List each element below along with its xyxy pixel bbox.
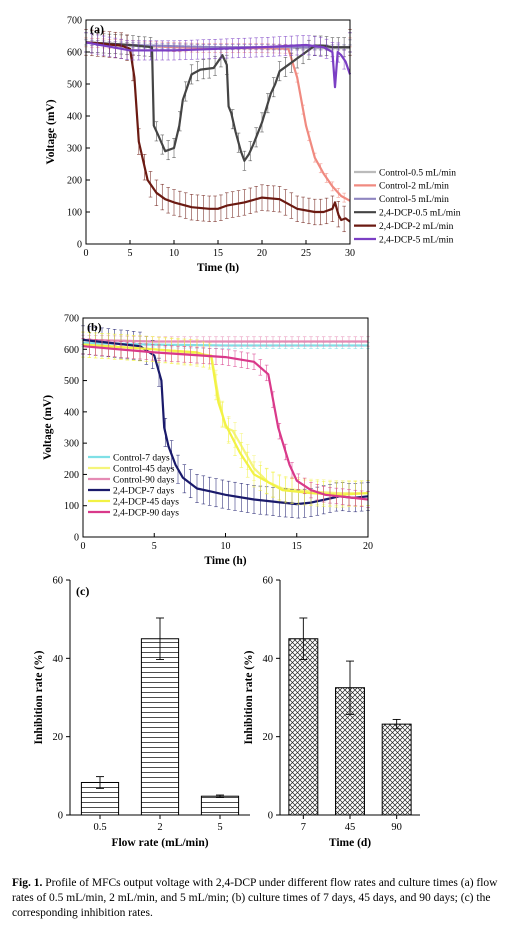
x-axis-label: Flow rate (mL/min) xyxy=(111,837,208,849)
bar-90 xyxy=(381,723,412,816)
y-tick-label: 500 xyxy=(67,80,82,91)
y-tick-label: 0 xyxy=(77,240,82,251)
series-5 xyxy=(84,32,352,89)
y-tick-label: 60 xyxy=(53,576,64,587)
legend-label: Control-2 mL/min xyxy=(379,182,449,192)
y-tick-label: 600 xyxy=(67,48,82,59)
legend-label: 2,4-DCP-2 mL/min xyxy=(379,222,454,232)
series-line xyxy=(82,345,369,501)
y-tick-label: 300 xyxy=(67,144,82,155)
x-tick-label: 5 xyxy=(128,248,133,259)
y-tick-label: 500 xyxy=(64,376,79,387)
panel-label: (b) xyxy=(87,320,102,334)
y-axis-label: Inhibition rate (%) xyxy=(243,650,255,744)
x-tick-label: 7 xyxy=(301,822,306,833)
x-axis-label: Time (h) xyxy=(197,262,239,274)
y-tick-label: 100 xyxy=(64,501,79,512)
y-tick-label: 0 xyxy=(268,811,273,822)
y-tick-label: 100 xyxy=(67,208,82,219)
legend-label: Control-0.5 mL/min xyxy=(379,168,456,178)
series-line xyxy=(82,338,368,343)
y-tick-label: 0 xyxy=(58,811,63,822)
x-tick-label: 15 xyxy=(213,248,223,259)
x-axis-label: Time (h) xyxy=(204,555,246,567)
legend-label: Control-90 days xyxy=(113,475,175,485)
series-3 xyxy=(81,325,370,519)
y-tick-label: 700 xyxy=(67,16,82,27)
bar-2 xyxy=(140,638,180,816)
series-line xyxy=(82,343,369,496)
x-tick-label: 0 xyxy=(84,248,89,259)
legend-label: 2,4-DCP-90 days xyxy=(113,508,179,518)
y-axis-label: Voltage (mV) xyxy=(42,395,54,460)
y-tick-label: 0 xyxy=(74,533,79,544)
legend-label: Control-45 days xyxy=(113,464,175,474)
series-4 xyxy=(84,29,352,233)
y-tick-label: 400 xyxy=(67,112,82,123)
bar-chart-panel-3: 7 45 90 0 20 40 60 Time (d) Inhibition rate (%) xyxy=(243,576,420,849)
x-tick-label: 25 xyxy=(301,248,311,259)
panel-label: (c) xyxy=(76,584,89,598)
x-tick-label: 5 xyxy=(217,822,222,833)
bar-5 xyxy=(200,795,240,816)
caption-text: Profile of MFCs output voltage with 2,4-… xyxy=(12,877,498,919)
y-tick-label: 300 xyxy=(64,439,79,450)
x-tick-label: 0.5 xyxy=(93,822,106,833)
legend-label: 2,4-DCP-5 mL/min xyxy=(379,235,454,245)
x-tick-label: 10 xyxy=(169,248,179,259)
series-line xyxy=(85,41,351,223)
y-tick-label: 20 xyxy=(53,732,64,743)
caption-label: Fig. 1. xyxy=(12,877,43,889)
x-tick-label: 15 xyxy=(292,541,302,552)
legend-label: Control-7 days xyxy=(113,453,170,463)
x-tick-label: 0 xyxy=(81,541,86,552)
x-tick-label: 5 xyxy=(152,541,157,552)
bar-chart-panel-2: 0.5 2 5 0 20 40 60 Flow rate (mL/min) Inhibition… xyxy=(33,576,250,849)
x-tick-label: 45 xyxy=(345,822,356,833)
x-tick-label: 20 xyxy=(363,541,373,552)
x-tick-label: 2 xyxy=(157,822,162,833)
y-tick-label: 200 xyxy=(64,470,79,481)
legend-label: 2,4-DCP-45 days xyxy=(113,497,179,507)
panel-label: (a) xyxy=(90,22,104,36)
y-tick-label: 40 xyxy=(263,654,274,665)
x-tick-label: 90 xyxy=(391,822,402,833)
legend-label: 2,4-DCP-0.5 mL/min xyxy=(379,209,461,219)
y-tick-label: 60 xyxy=(263,576,274,587)
legend-label: Control-5 mL/min xyxy=(379,195,449,205)
x-tick-label: 10 xyxy=(221,541,231,552)
y-tick-label: 700 xyxy=(64,314,79,325)
series-line xyxy=(82,338,369,506)
y-tick-label: 20 xyxy=(263,732,274,743)
y-tick-label: 200 xyxy=(67,176,82,187)
series-line xyxy=(85,41,351,202)
x-tick-label: 30 xyxy=(345,248,355,259)
series-5 xyxy=(81,338,370,508)
series-line xyxy=(85,41,352,89)
y-axis-label: Voltage (mV) xyxy=(45,99,57,164)
x-tick-label: 20 xyxy=(257,248,267,259)
figure-caption: Fig. 1. Profile of MFCs output voltage w… xyxy=(12,876,508,921)
bar-7 xyxy=(288,638,319,816)
y-tick-label: 600 xyxy=(64,345,79,356)
y-tick-label: 40 xyxy=(53,654,64,665)
x-axis-label: Time (d) xyxy=(329,837,371,849)
y-tick-label: 400 xyxy=(64,407,79,418)
y-axis-label: Inhibition rate (%) xyxy=(33,650,45,744)
legend-label: 2,4-DCP-7 days xyxy=(113,486,175,496)
